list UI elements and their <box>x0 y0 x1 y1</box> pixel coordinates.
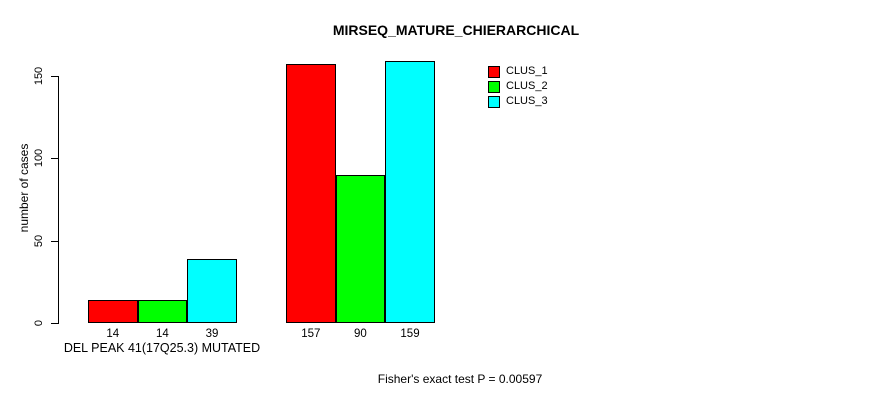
bar-clus_2-group1 <box>137 299 188 323</box>
fisher-test-annotation: Fisher's exact test P = 0.00597 <box>377 372 543 386</box>
y-axis-tick <box>51 323 58 324</box>
legend-swatch-clus_2 <box>488 81 500 93</box>
y-axis-tick <box>51 158 58 159</box>
legend-swatch-clus_3 <box>488 96 500 108</box>
legend-label-clus_2: CLUS_2 <box>506 80 548 92</box>
bar-value-label: 14 <box>106 328 120 340</box>
y-axis-tick-label: 0 <box>33 319 45 327</box>
y-axis-tick <box>51 75 58 77</box>
y-axis-tick-label: 50 <box>33 234 45 247</box>
bar-clus_1-group2 <box>286 63 336 323</box>
legend-swatch-clus_1 <box>488 66 500 78</box>
bar-clus_1-group1 <box>88 299 138 323</box>
y-axis-tick-label: 100 <box>33 148 45 168</box>
legend-label-clus_3: CLUS_3 <box>506 95 548 107</box>
legend-label-clus_1: CLUS_1 <box>506 65 548 77</box>
bar-clus_3-group2 <box>385 60 435 323</box>
y-axis-line <box>58 75 59 324</box>
bar-value-label: 14 <box>155 328 169 340</box>
bar-value-label: 157 <box>301 328 321 340</box>
bar-value-label: 39 <box>205 328 219 340</box>
chart-title: MIRSEQ_MATURE_CHIERARCHICAL <box>332 22 580 38</box>
bar-clus_3-group1 <box>187 258 237 323</box>
bar-value-label: 159 <box>400 328 420 340</box>
y-axis-label: number of cases <box>17 143 31 233</box>
x-axis-group-label: DEL PEAK 41(17Q25.3) MUTATED <box>63 341 261 355</box>
bar-clus_2-group2 <box>335 174 386 323</box>
bar-value-label: 90 <box>353 328 367 340</box>
y-axis-tick <box>51 240 58 242</box>
y-axis-tick-label: 150 <box>33 66 45 85</box>
